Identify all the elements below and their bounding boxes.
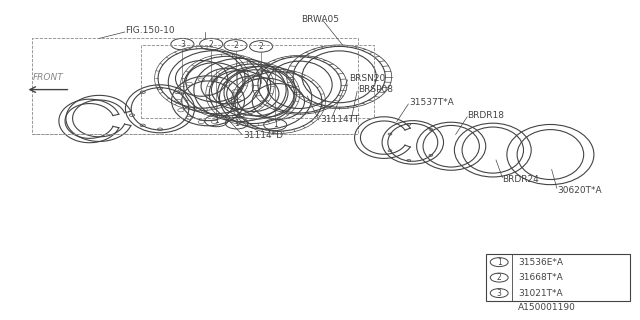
Text: BRDR24: BRDR24 [502, 175, 539, 184]
Text: 1: 1 [234, 119, 239, 128]
Text: BRSN20: BRSN20 [349, 74, 385, 83]
Text: 31537T*A: 31537T*A [410, 98, 454, 107]
Text: 2: 2 [497, 273, 502, 282]
Text: 31021T*A: 31021T*A [518, 289, 563, 298]
Text: 2: 2 [209, 40, 214, 49]
Text: 1: 1 [497, 258, 502, 267]
Text: 2: 2 [233, 41, 238, 50]
Text: FIG.150-10: FIG.150-10 [125, 26, 175, 35]
Text: 31114TT: 31114TT [320, 116, 359, 124]
Text: BRDR18: BRDR18 [467, 111, 504, 120]
Text: FRONT: FRONT [33, 73, 63, 82]
Text: 2: 2 [259, 42, 264, 51]
Text: 30620T*A: 30620T*A [557, 186, 602, 195]
Text: 31114*D: 31114*D [243, 132, 283, 140]
Text: 31668T*A: 31668T*A [518, 273, 563, 282]
Text: BRSP08: BRSP08 [358, 85, 394, 94]
Text: 1: 1 [214, 116, 219, 125]
Bar [486, 254, 630, 301]
Text: 3: 3 [497, 289, 502, 298]
Text: 1: 1 [273, 120, 278, 129]
Text: 31536E*A: 31536E*A [518, 258, 563, 267]
Text: 3: 3 [180, 40, 185, 49]
Text: BRWA05: BRWA05 [301, 15, 339, 24]
Text: A150001190: A150001190 [518, 303, 576, 312]
